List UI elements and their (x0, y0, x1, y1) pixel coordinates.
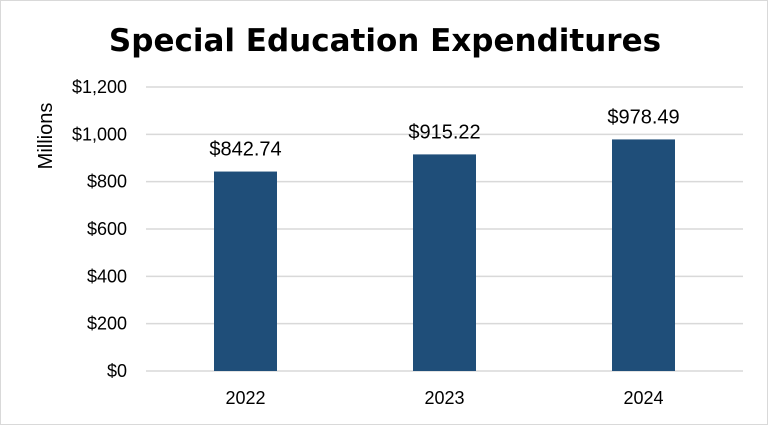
x-axis-ticks: 2022 2023 2024 (225, 388, 663, 408)
data-labels: $842.74 $915.22 $978.49 (209, 106, 679, 160)
y-tick-label: $1,000 (72, 124, 127, 144)
y-tick-label: $800 (87, 172, 127, 192)
bar (612, 139, 675, 371)
data-label: $842.74 (209, 139, 281, 161)
y-tick-label: $1,200 (72, 77, 127, 97)
y-tick-label: $0 (107, 361, 127, 381)
y-axis-ticks: $0 $200 $400 $600 $800 $1,000 $1,200 (72, 77, 127, 381)
data-label: $978.49 (607, 106, 679, 128)
y-axis-label: Millions (35, 103, 57, 170)
x-tick-label: 2024 (623, 388, 663, 408)
y-tick-label: $200 (87, 314, 127, 334)
bars (214, 139, 675, 371)
y-tick-label: $600 (87, 219, 127, 239)
bar (214, 171, 277, 371)
chart-title: Special Education Expenditures (109, 23, 661, 59)
y-tick-label: $400 (87, 266, 127, 286)
data-label: $915.22 (408, 121, 480, 143)
x-tick-label: 2022 (225, 388, 265, 408)
x-tick-label: 2023 (424, 388, 464, 408)
bar (413, 154, 476, 371)
